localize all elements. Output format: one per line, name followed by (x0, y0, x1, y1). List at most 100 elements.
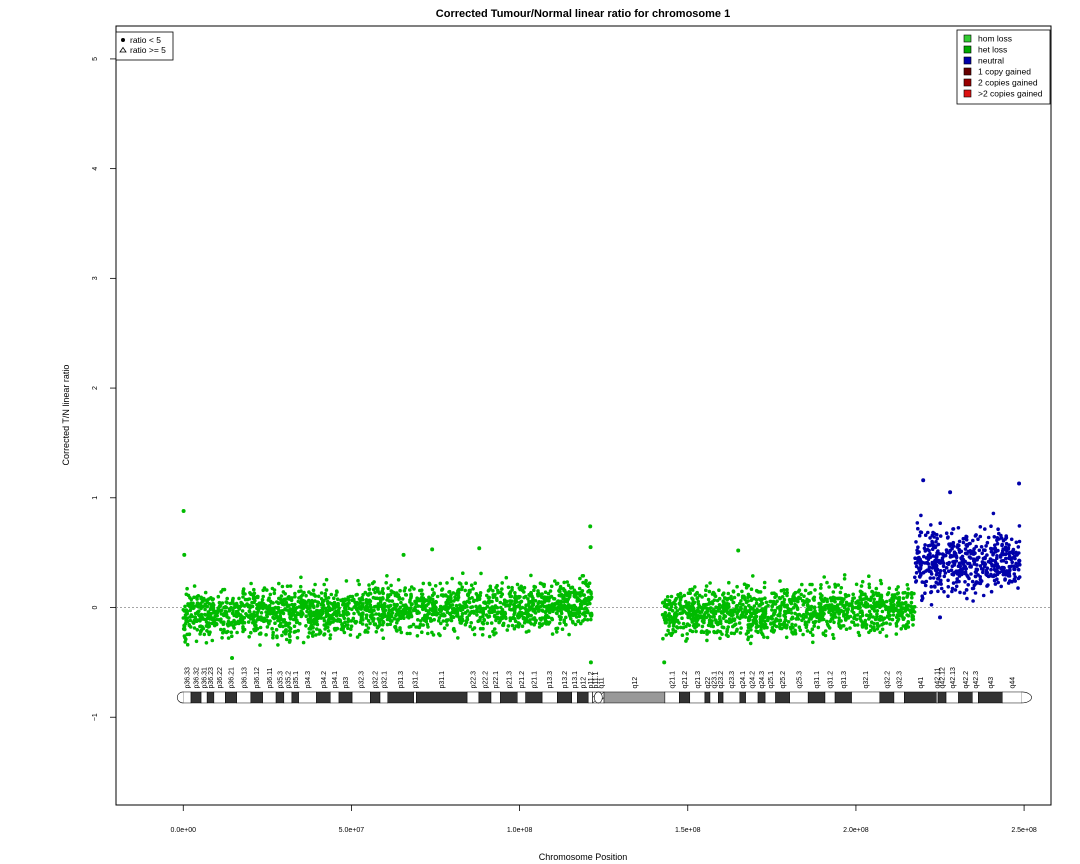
band-label: p36.21 (229, 667, 236, 689)
data-point (732, 595, 737, 600)
data-point (911, 617, 916, 622)
data-point (803, 588, 808, 593)
state-legend-entry: 1 copy gained (978, 67, 1031, 77)
x-tick-label: 1.0e+08 (507, 827, 533, 834)
data-point (271, 635, 275, 640)
data-point (811, 596, 816, 601)
data-point (674, 605, 678, 610)
data-point (546, 598, 551, 602)
data-point (249, 581, 253, 586)
data-point (705, 602, 709, 607)
data-point (437, 616, 442, 620)
data-point (184, 619, 188, 623)
data-point (721, 610, 725, 615)
data-point (323, 627, 327, 631)
data-point (214, 617, 219, 622)
data-point (969, 572, 973, 576)
data-point (823, 633, 828, 638)
data-point (276, 618, 280, 623)
data-point (555, 626, 560, 631)
data-point (783, 623, 788, 627)
data-point (820, 594, 824, 598)
data-point (295, 611, 300, 615)
data-point (299, 594, 303, 599)
data-point (936, 589, 940, 594)
data-point (782, 603, 787, 608)
data-point (1014, 561, 1018, 566)
y-tick-label: 0 (92, 605, 99, 609)
data-point (420, 630, 424, 634)
data-point (341, 597, 345, 602)
data-point (872, 597, 876, 601)
data-point (272, 591, 277, 596)
data-point (378, 614, 383, 618)
data-point (831, 632, 835, 637)
data-point (680, 633, 685, 637)
data-point (880, 627, 885, 632)
data-point (940, 552, 945, 556)
band-label: p36.22 (217, 667, 224, 689)
data-point (727, 580, 731, 585)
data-point (993, 543, 997, 547)
data-point (746, 623, 750, 627)
data-point (855, 623, 860, 627)
data-point (802, 600, 807, 604)
data-point (875, 612, 879, 616)
data-point (519, 599, 524, 604)
data-point (415, 611, 420, 615)
data-point (958, 590, 962, 595)
data-point (978, 581, 983, 586)
data-point (746, 630, 750, 635)
data-point (298, 612, 303, 616)
state-legend-swatch (963, 78, 972, 87)
data-point (286, 603, 290, 607)
data-point (480, 621, 485, 625)
ideogram-band (879, 691, 895, 704)
data-point (951, 527, 955, 531)
band-label: q24.3 (759, 671, 766, 689)
data-point (951, 542, 955, 547)
data-point (405, 631, 410, 636)
data-point (881, 621, 886, 626)
data-point (985, 566, 990, 570)
data-point (844, 627, 849, 631)
data-point (336, 602, 340, 606)
data-point (806, 619, 811, 624)
data-point (899, 614, 904, 618)
data-point (929, 570, 933, 574)
data-point (754, 625, 759, 630)
data-point (465, 599, 470, 604)
data-point (862, 621, 866, 626)
data-point (426, 625, 430, 629)
data-point (241, 615, 245, 620)
data-point (438, 633, 442, 638)
data-point (292, 624, 297, 628)
data-point (731, 624, 735, 629)
ideogram-band (757, 691, 766, 704)
ideogram-band (704, 691, 711, 704)
data-point (740, 589, 744, 594)
data-point (196, 594, 201, 598)
data-point (700, 624, 705, 629)
band-label: q21.1 (670, 671, 677, 689)
data-point (549, 607, 554, 612)
data-point (457, 581, 462, 585)
data-point (550, 632, 555, 636)
data-point (952, 559, 957, 564)
band-label: p36.13 (241, 667, 248, 689)
data-point (586, 610, 590, 615)
data-point (764, 600, 769, 605)
data-point (398, 588, 402, 593)
data-point (985, 573, 989, 577)
data-point (1017, 539, 1022, 544)
data-point (690, 608, 695, 612)
data-point (450, 603, 455, 607)
data-point (791, 606, 796, 610)
band-label: p32.3 (359, 671, 366, 689)
data-point (419, 592, 424, 596)
data-point (944, 548, 949, 552)
data-point (893, 595, 898, 600)
data-point (402, 589, 407, 593)
data-point (1000, 542, 1004, 547)
data-point (974, 580, 979, 584)
